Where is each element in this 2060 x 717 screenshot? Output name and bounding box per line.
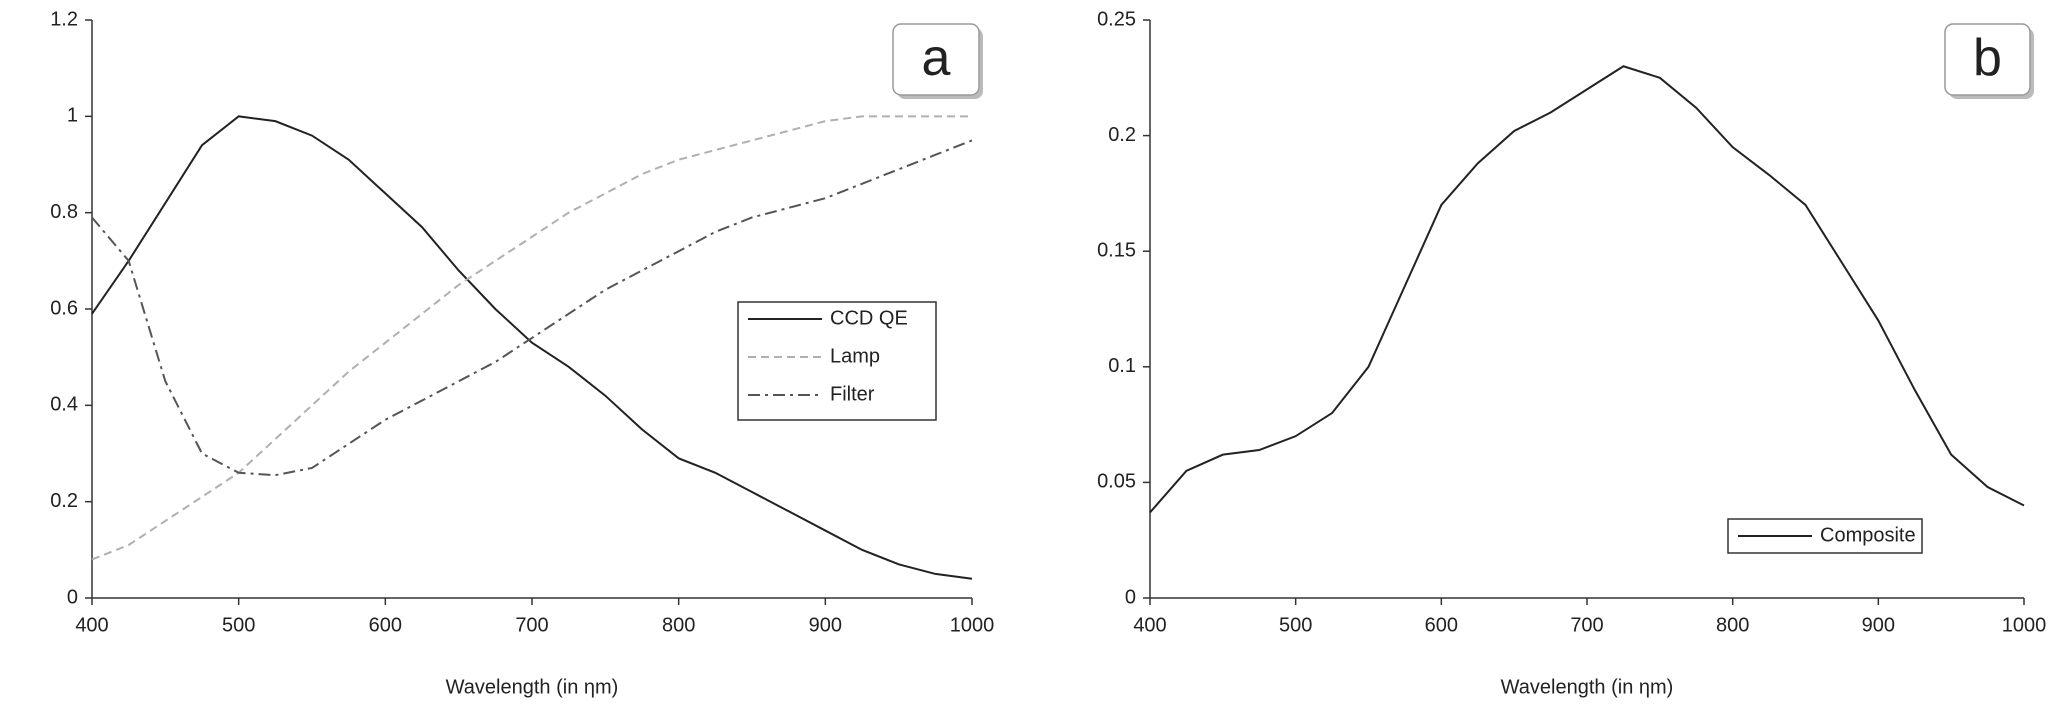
x-tick-label: 700: [1570, 614, 1603, 636]
legend-label: Lamp: [830, 345, 880, 367]
x-tick-label: 800: [1716, 614, 1749, 636]
x-tick-label: 600: [1425, 614, 1458, 636]
x-tick-label: 900: [809, 614, 842, 636]
legend-label: CCD QE: [830, 307, 908, 329]
legend-label: Filter: [830, 383, 875, 405]
y-tick-label: 0.2: [1108, 124, 1136, 146]
y-tick-label: 0.4: [50, 394, 78, 416]
y-tick-label: 1: [67, 105, 78, 127]
x-tick-label: 400: [1133, 614, 1166, 636]
x-tick-label: 800: [662, 614, 695, 636]
y-tick-label: 0.25: [1097, 8, 1136, 30]
x-tick-label: 1000: [2002, 614, 2047, 636]
x-tick-label: 500: [222, 614, 255, 636]
panel-label: a: [922, 29, 951, 87]
x-tick-label: 600: [369, 614, 402, 636]
series-line: [91, 115, 973, 580]
legend-label: Composite: [1820, 524, 1916, 546]
panel-label: b: [1973, 29, 2002, 87]
y-tick-label: 0: [1125, 586, 1136, 608]
y-tick-label: 0: [67, 586, 78, 608]
x-axis-title: Wavelength (in ηm): [1501, 676, 1674, 698]
y-tick-label: 0.05: [1097, 471, 1136, 493]
x-tick-label: 700: [515, 614, 548, 636]
panel-label-box: [892, 23, 980, 96]
y-tick-label: 0.6: [50, 297, 78, 319]
x-tick-label: 1000: [950, 614, 995, 636]
panel-label-box: [1944, 23, 2031, 96]
series-line: [1149, 65, 2025, 514]
y-tick-label: 0.2: [50, 490, 78, 512]
x-axis-title: Wavelength (in ηm): [446, 676, 619, 698]
x-tick-label: 900: [1862, 614, 1895, 636]
series-line: [91, 139, 973, 477]
y-tick-label: 1.2: [50, 8, 78, 30]
y-tick-label: 0.8: [50, 201, 78, 223]
x-tick-label: 500: [1279, 614, 1312, 636]
x-tick-label: 400: [75, 614, 108, 636]
legend-box: [737, 301, 937, 421]
y-tick-label: 0.15: [1097, 239, 1136, 261]
y-tick-label: 0.1: [1108, 355, 1136, 377]
